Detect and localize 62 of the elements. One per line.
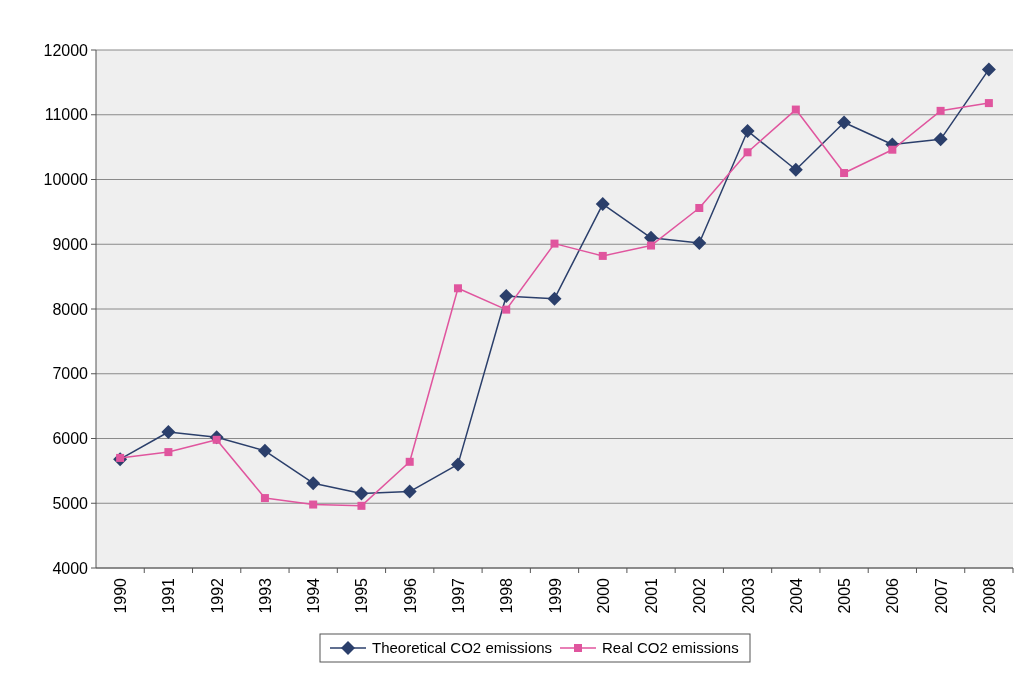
legend-label: Real CO2 emissions [602,639,739,657]
y-tick-label: 10000 [43,171,89,189]
x-tick-label: 1990 [112,577,130,614]
x-tick-label: 1999 [546,577,564,614]
point [164,448,173,457]
x-tick-label: 2007 [932,577,950,614]
y-tick-label: 12000 [43,41,89,59]
point [598,251,607,260]
point [354,486,369,501]
y-tick-label: 8000 [52,300,89,318]
x-tick-label: 1991 [160,577,178,614]
x-tick-label: 1995 [353,577,371,614]
y-tick-label: 7000 [52,365,89,383]
point [791,105,800,114]
point [547,291,562,306]
x-tick-label: 1992 [208,577,226,614]
point [936,106,945,115]
x-tick-label: 2002 [691,577,709,614]
x-tick-label: 1993 [256,577,274,614]
point [933,132,948,147]
point [499,289,514,304]
point [984,99,993,108]
point [402,484,417,499]
point [405,457,414,466]
x-tick-label: 2008 [980,577,998,614]
point [788,162,803,177]
point [309,500,318,509]
x-tick-label: 2001 [643,577,661,614]
point [981,62,996,77]
x-tick-label: 2000 [594,577,612,614]
point [550,239,559,248]
legend-label: Theoretical CO2 emissions [372,639,553,657]
point [306,476,321,491]
point [837,115,852,130]
x-tick-label: 1994 [305,577,323,614]
x-tick-label: 2005 [836,577,854,614]
point [840,169,849,178]
y-tick-label: 4000 [52,559,89,577]
y-tick-label: 11000 [44,106,89,124]
y-tick-label: 9000 [52,235,89,253]
point [257,443,272,458]
point [888,145,897,154]
point [502,305,511,314]
point [743,148,752,157]
x-tick-label: 1996 [401,577,419,614]
x-tick-label: 2006 [884,577,902,614]
point [595,197,610,212]
point [260,494,269,503]
point [453,284,462,293]
x-tick-label: 1998 [498,577,516,614]
point [357,501,366,510]
x-tick-label: 2003 [739,577,757,614]
point [740,123,755,138]
x-tick-label: 1997 [449,577,467,614]
point [692,235,707,250]
x-tick-label: 2004 [787,577,805,614]
point [695,203,704,212]
point [647,241,656,250]
y-tick-label: 6000 [52,430,89,448]
point [161,425,176,440]
y-tick-label: 5000 [52,494,89,512]
point [450,457,465,472]
